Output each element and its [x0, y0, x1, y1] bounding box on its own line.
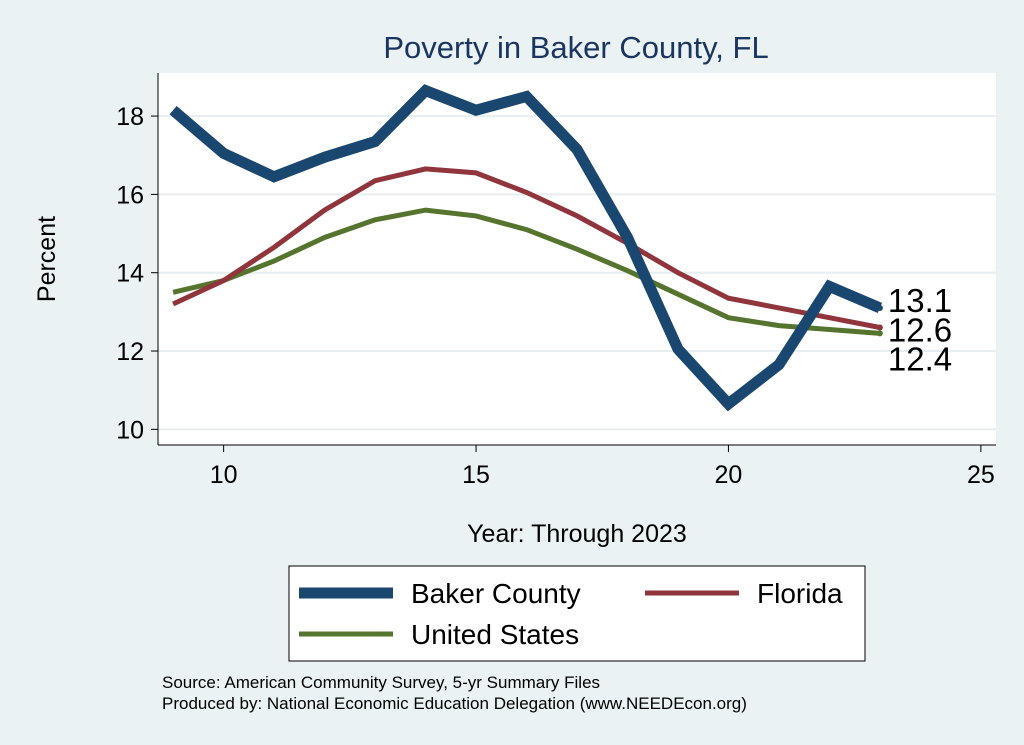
producer-note: Produced by: National Economic Education…	[162, 694, 747, 713]
axes: 10 12 14 16 18 10 15 20 25	[116, 73, 996, 489]
x-axis-title: Year: Through 2023	[467, 520, 687, 548]
y-tick-label: 18	[116, 103, 144, 131]
series-line-baker-county	[169, 84, 883, 412]
series-line-united-states	[172, 207, 881, 336]
plot-area	[158, 73, 996, 445]
grid-lines	[158, 115, 996, 431]
end-point-marker	[876, 304, 883, 311]
end-point-marker	[876, 324, 883, 331]
end-value-label: 12.4	[888, 340, 952, 377]
chart-title: Poverty in Baker County, FL	[383, 30, 768, 65]
legend: Baker County Florida United States	[288, 565, 866, 662]
legend-label: United States	[411, 619, 579, 650]
end-value-label: 12.6	[888, 312, 952, 349]
source-note: Source: American Community Survey, 5-yr …	[162, 673, 600, 692]
x-tick-label: 15	[462, 461, 490, 489]
x-tick-label: 10	[210, 461, 238, 489]
legend-label: Florida	[757, 578, 843, 609]
legend-label: Baker County	[411, 578, 581, 609]
y-tick-label: 12	[116, 338, 144, 366]
legend-entries: Baker County Florida United States	[299, 578, 843, 650]
data-series	[169, 84, 883, 412]
x-tick-label: 20	[715, 461, 743, 489]
y-tick-label: 10	[116, 416, 144, 444]
y-tick-label: 14	[116, 260, 144, 288]
end-labels: 13.112.612.4	[888, 282, 952, 377]
end-value-label: 13.1	[888, 282, 952, 319]
series-line-florida	[172, 166, 881, 330]
x-tick-label: 25	[967, 461, 995, 489]
y-axis-title: Percent	[33, 216, 61, 302]
y-tick-label: 16	[116, 181, 144, 209]
legend-box	[288, 565, 866, 662]
end-point-marker	[876, 330, 883, 337]
